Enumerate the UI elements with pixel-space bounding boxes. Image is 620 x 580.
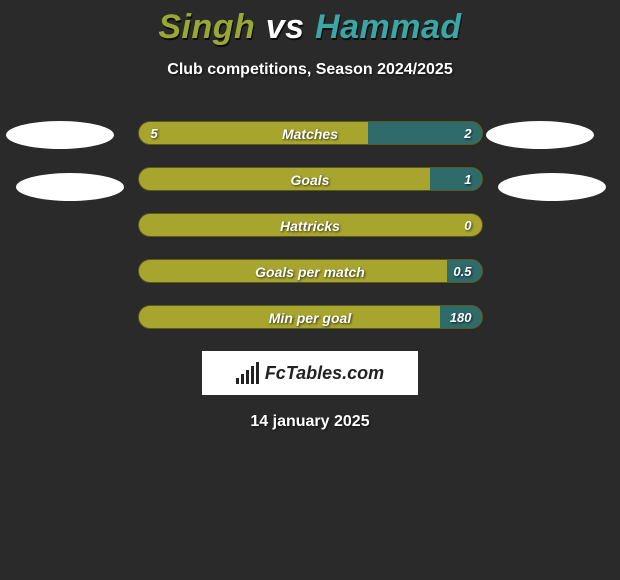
source-logo: FcTables.com — [202, 351, 418, 395]
footer-date: 14 january 2025 — [0, 413, 620, 431]
stat-row: 52Matches — [138, 121, 483, 145]
stat-row: 180Min per goal — [138, 305, 483, 329]
stat-row: 1Goals — [138, 167, 483, 191]
left-badge-top — [6, 121, 114, 149]
stat-label: Matches — [139, 122, 482, 145]
logo-bars-icon — [236, 362, 259, 384]
page-title: Singh vs Hammad — [0, 0, 620, 47]
logo-text: FcTables.com — [265, 363, 384, 384]
stat-label: Goals — [139, 168, 482, 191]
title-player-left: Singh — [158, 8, 255, 46]
right-badge-bot — [498, 173, 606, 201]
stat-row: 0.5Goals per match — [138, 259, 483, 283]
right-badge-top — [486, 121, 594, 149]
comparison-chart: 52Matches 1Goals 0Hattricks 0.5Goals per ma… — [0, 121, 620, 329]
subtitle: Club competitions, Season 2024/2025 — [0, 61, 620, 79]
left-badge-bot — [16, 173, 124, 201]
stat-row: 0Hattricks — [138, 213, 483, 237]
title-player-right: Hammad — [315, 8, 462, 46]
title-vs: vs — [266, 8, 305, 46]
stat-label: Min per goal — [139, 306, 482, 329]
stat-label: Goals per match — [139, 260, 482, 283]
stat-label: Hattricks — [139, 214, 482, 237]
